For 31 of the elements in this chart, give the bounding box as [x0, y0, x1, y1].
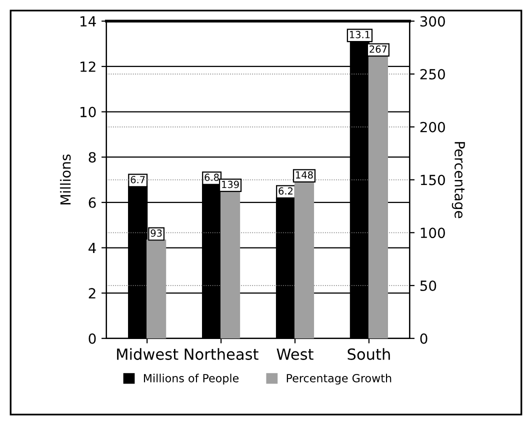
y-tick-label: 0 — [88, 333, 96, 344]
data-label: 93 — [150, 229, 162, 237]
legend-label: Millions of People — [144, 374, 239, 385]
x-tick-label: Midwest — [117, 348, 178, 360]
y-tick-label: 10 — [80, 106, 96, 118]
y-tick-label: 14 — [80, 16, 96, 26]
y-tick-label: 8 — [88, 152, 96, 163]
y2-tick-label: 250 — [420, 68, 445, 80]
x-tick-label: South — [348, 348, 390, 360]
y2-tick-label: 150 — [420, 174, 445, 186]
legend-label: Percentage Growth — [286, 374, 392, 385]
data-label: 139 — [222, 180, 239, 188]
y-tick-label: 6 — [88, 197, 96, 208]
y-tick-label: 4 — [88, 242, 96, 254]
y2-tick-label: 0 — [420, 333, 428, 344]
y-tick-label: 2 — [88, 288, 96, 298]
y2-tick-label: 300 — [420, 16, 445, 27]
y-axis-title: Millions — [60, 154, 71, 204]
x-tick-label: West — [276, 348, 314, 360]
data-label: 148 — [296, 171, 313, 179]
data-label: 267 — [370, 45, 387, 53]
y2-tick-label: 50 — [420, 280, 436, 291]
data-label: 6.2 — [278, 187, 293, 195]
data-label: 13.1 — [350, 30, 370, 38]
y-tick-label: 12 — [80, 61, 96, 72]
data-label: 6.7 — [130, 176, 145, 184]
data-label: 6.8 — [204, 174, 219, 182]
y2-tick-label: 100 — [420, 228, 445, 238]
x-tick-label: Northeast — [184, 348, 258, 360]
y2-tick-label: 200 — [420, 122, 445, 132]
y2-axis-title: Percentage — [452, 142, 465, 218]
